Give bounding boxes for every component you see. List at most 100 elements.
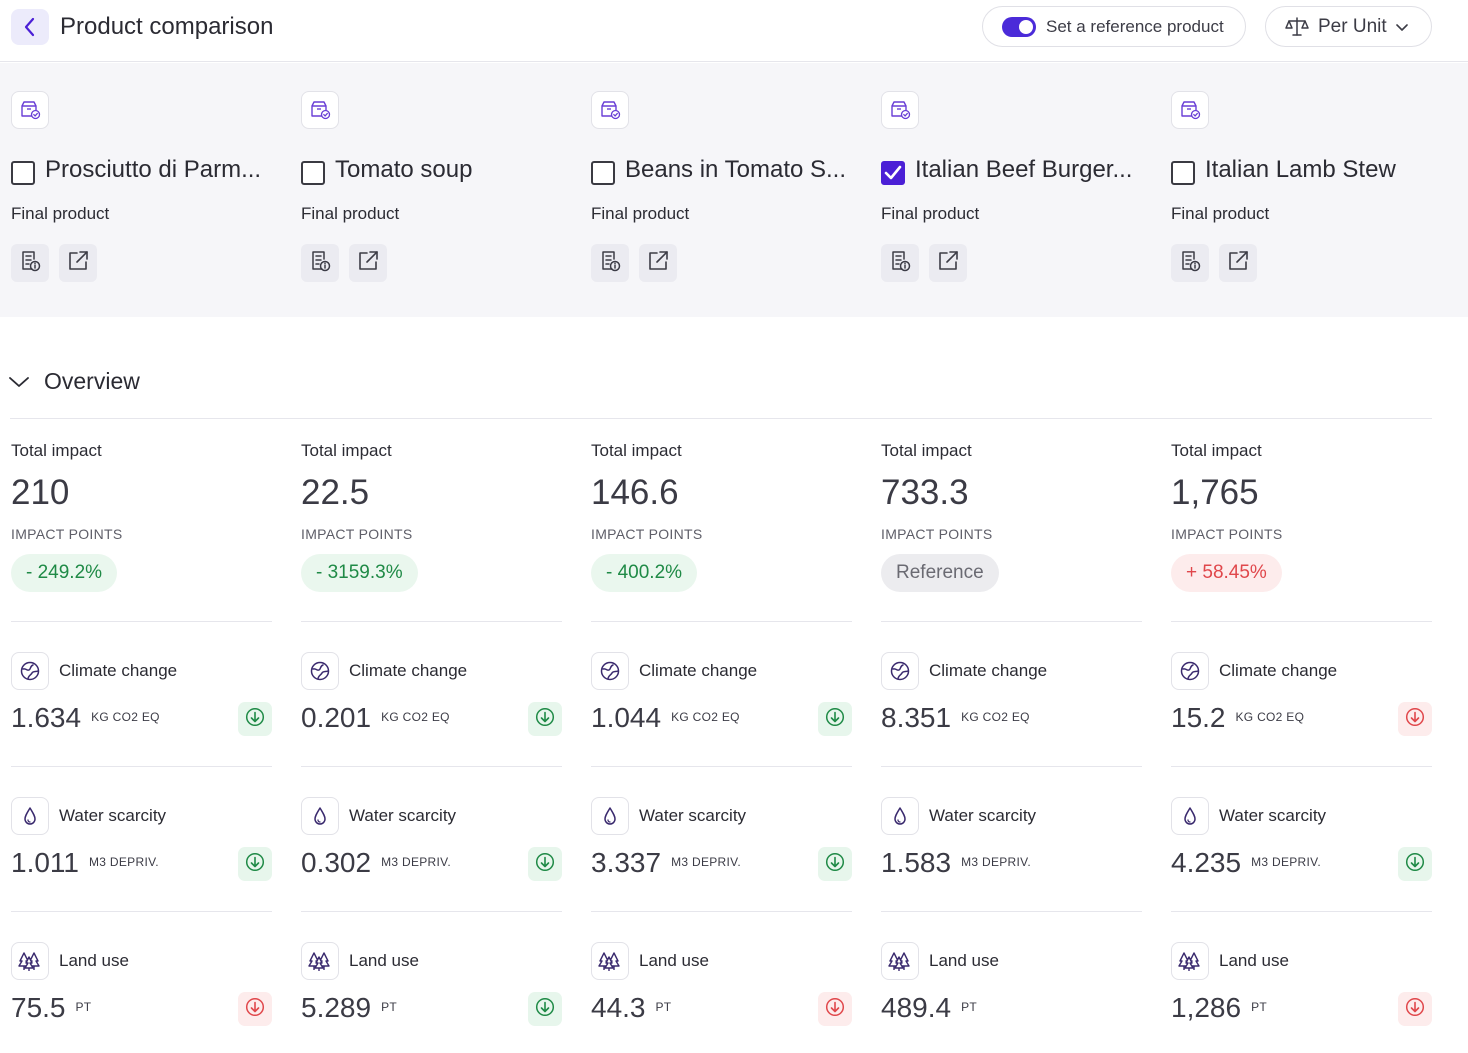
metric-value: 8.351 bbox=[881, 702, 952, 733]
metric-value: 489.4 bbox=[881, 992, 952, 1023]
metric-value-row: 8.351 KG CO2 EQ bbox=[881, 702, 1030, 734]
comparison-badge: - 249.2% bbox=[11, 554, 118, 592]
metric-value: 1,286 bbox=[1171, 992, 1242, 1023]
metric-value-row: 1.044 KG CO2 EQ bbox=[591, 702, 740, 734]
external-link-icon bbox=[356, 249, 380, 278]
water-drop-icon bbox=[11, 797, 49, 835]
document-info-icon bbox=[18, 249, 42, 278]
metric-climate: Climate change 15.2 KG CO2 EQ bbox=[1171, 621, 1432, 766]
package-icon bbox=[591, 91, 629, 129]
metric-value: 3.337 bbox=[591, 847, 662, 878]
toggle-switch[interactable] bbox=[1002, 16, 1036, 37]
open-product-button[interactable] bbox=[1219, 244, 1257, 282]
comparison-badge: Reference bbox=[881, 554, 999, 592]
metric-value: 15.2 bbox=[1171, 702, 1226, 733]
product-details-button[interactable] bbox=[881, 244, 919, 282]
open-product-button[interactable] bbox=[59, 244, 97, 282]
metric-value: 1.011 bbox=[11, 847, 79, 878]
metric-value: 1.044 bbox=[591, 702, 662, 733]
chevron-left-icon bbox=[24, 17, 35, 37]
trend-indicator bbox=[818, 847, 852, 881]
reference-checkbox[interactable] bbox=[591, 161, 615, 185]
overview-toggle[interactable]: Overview bbox=[8, 368, 140, 395]
metric-value: 44.3 bbox=[591, 992, 646, 1023]
reference-product-toggle[interactable]: Set a reference product bbox=[982, 6, 1246, 47]
total-impact-value: 22.5 bbox=[301, 473, 370, 512]
metric-land: Land use 1,286 PT bbox=[1171, 911, 1432, 1053]
open-product-button[interactable] bbox=[929, 244, 967, 282]
metric-unit: PT bbox=[381, 1000, 398, 1014]
product-details-button[interactable] bbox=[1171, 244, 1209, 282]
product-type: Final product bbox=[1171, 204, 1270, 223]
trend-indicator bbox=[818, 702, 852, 736]
back-button[interactable] bbox=[11, 9, 49, 45]
product-name[interactable]: Beans in Tomato S... bbox=[625, 156, 847, 183]
total-impact-value: 210 bbox=[11, 473, 70, 512]
metric-unit: M3 DEPRIV. bbox=[1251, 855, 1321, 869]
product-header: Italian Lamb Stew Final product bbox=[1160, 63, 1430, 317]
arrow-circle-down-good-icon bbox=[535, 852, 555, 877]
total-impact-unit: IMPACT POINTS bbox=[591, 526, 703, 542]
total-impact-label: Total impact bbox=[11, 441, 102, 460]
metric-unit: PT bbox=[75, 1000, 92, 1014]
open-product-button[interactable] bbox=[349, 244, 387, 282]
metric-value-row: 0.201 KG CO2 EQ bbox=[301, 702, 450, 734]
metric-water: Water scarcity 3.337 M3 DEPRIV. bbox=[591, 766, 852, 911]
trees-icon bbox=[11, 942, 49, 980]
products-header-band: Prosciutto di Parm... Final product Tomato… bbox=[0, 63, 1468, 317]
trend-indicator bbox=[1398, 702, 1432, 736]
metric-name: Land use bbox=[349, 951, 419, 970]
open-product-button[interactable] bbox=[639, 244, 677, 282]
metric-value-row: 3.337 M3 DEPRIV. bbox=[591, 847, 741, 879]
metric-name: Water scarcity bbox=[929, 806, 1037, 825]
product-details-button[interactable] bbox=[591, 244, 629, 282]
metric-unit: M3 DEPRIV. bbox=[961, 855, 1031, 869]
product-impact-column: Total impact 210 IMPACT POINTS - 249.2% Clim… bbox=[11, 420, 272, 1053]
metric-climate: Climate change 0.201 KG CO2 EQ bbox=[301, 621, 562, 766]
metric-name: Climate change bbox=[929, 661, 1048, 680]
reference-checkbox[interactable] bbox=[301, 161, 325, 185]
product-header: Prosciutto di Parm... Final product bbox=[0, 63, 270, 317]
metric-value-row: 1.011 M3 DEPRIV. bbox=[11, 847, 159, 879]
product-details-button[interactable] bbox=[301, 244, 339, 282]
arrow-circle-down-good-icon bbox=[825, 707, 845, 732]
product-name[interactable]: Prosciutto di Parm... bbox=[45, 156, 262, 183]
metric-unit: M3 DEPRIV. bbox=[671, 855, 741, 869]
product-impact-column: Total impact 1,765 IMPACT POINTS + 58.45% Cl… bbox=[1171, 420, 1432, 1053]
chevron-down-icon bbox=[9, 376, 29, 387]
metric-name: Land use bbox=[1219, 951, 1289, 970]
metric-value-row: 489.4 PT bbox=[881, 992, 977, 1024]
water-drop-icon bbox=[1171, 797, 1209, 835]
product-impact-column: Total impact 146.6 IMPACT POINTS - 400.2% Cl… bbox=[591, 420, 852, 1053]
external-link-icon bbox=[66, 249, 90, 278]
metric-unit: KG CO2 EQ bbox=[1235, 710, 1305, 724]
comparison-badge: - 400.2% bbox=[591, 554, 698, 592]
product-details-button[interactable] bbox=[11, 244, 49, 282]
product-type: Final product bbox=[11, 204, 110, 223]
reference-checkbox[interactable] bbox=[11, 161, 35, 185]
product-name[interactable]: Italian Lamb Stew bbox=[1205, 156, 1396, 183]
reference-checkbox[interactable] bbox=[1171, 161, 1195, 185]
metric-value-row: 5.289 PT bbox=[301, 992, 397, 1024]
arrow-circle-up-bad-icon bbox=[1405, 997, 1425, 1022]
reference-toggle-label: Set a reference product bbox=[1046, 16, 1224, 36]
metric-value-row: 0.302 M3 DEPRIV. bbox=[301, 847, 451, 879]
arrow-circle-up-bad-icon bbox=[825, 997, 845, 1022]
metric-unit: M3 DEPRIV. bbox=[89, 855, 159, 869]
total-impact-value: 733.3 bbox=[881, 473, 969, 512]
document-info-icon bbox=[308, 249, 332, 278]
reference-checkbox[interactable] bbox=[881, 161, 905, 185]
product-name[interactable]: Tomato soup bbox=[335, 156, 473, 183]
product-name[interactable]: Italian Beef Burger... bbox=[915, 156, 1133, 183]
scale-icon bbox=[1285, 16, 1309, 36]
metric-value: 0.302 bbox=[301, 847, 372, 878]
total-impact-label: Total impact bbox=[1171, 441, 1262, 460]
arrow-circle-down-good-icon bbox=[245, 707, 265, 732]
water-drop-icon bbox=[591, 797, 629, 835]
trend-indicator bbox=[528, 702, 562, 736]
unit-selector[interactable]: Per Unit bbox=[1265, 6, 1432, 47]
external-link-icon bbox=[646, 249, 670, 278]
metric-value: 5.289 bbox=[301, 992, 372, 1023]
water-drop-icon bbox=[301, 797, 339, 835]
unit-selector-label: Per Unit bbox=[1318, 15, 1387, 37]
